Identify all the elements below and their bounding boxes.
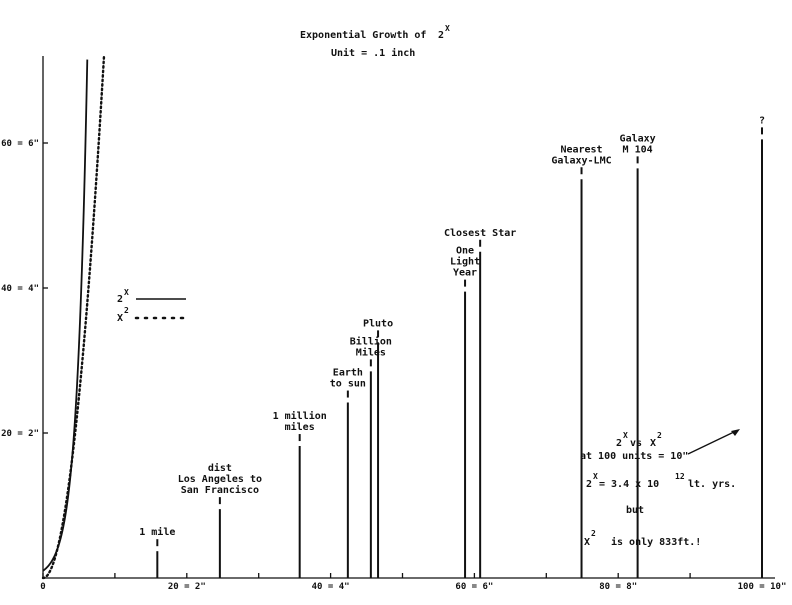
curve-x-squared — [41, 55, 106, 580]
vs-exp-2: 2 — [657, 431, 662, 440]
milestone-8-label-0: Nearest — [560, 144, 602, 155]
legend-2x-base: 2 — [117, 294, 123, 305]
x-tick-label-0: 0 — [40, 582, 45, 592]
vs-exp-1: X — [623, 431, 628, 440]
result-mid: = 3.4 x 10 — [599, 479, 659, 490]
milestone-1-label-1: Los Angeles to — [178, 474, 262, 485]
milestone-5-label-0: Pluto — [363, 318, 393, 329]
vs-line-2: at 100 units = 10" — [580, 450, 688, 462]
chart-title-base: 2 — [438, 30, 444, 41]
legend: 2 X X 2 — [117, 288, 190, 324]
x-tick-label-5: 100 = 10" — [738, 582, 787, 592]
y-tick-label-0: 20 = 2" — [1, 429, 39, 439]
milestone-8-label-1: Galaxy-LMC — [551, 155, 611, 166]
legend-x2-exponent: 2 — [124, 306, 129, 315]
y-tick-label-1: 40 = 4" — [1, 284, 39, 294]
legend-2x-exponent: X — [124, 288, 129, 297]
milestone-2-label-0: 1 million — [273, 410, 327, 422]
milestone-9-label-0: Galaxy — [620, 133, 656, 144]
curves — [41, 55, 106, 580]
milestone-4-label-0: Billion — [350, 335, 392, 347]
chart-title: Exponential Growth of — [300, 29, 426, 41]
chart-title-exponent: X — [445, 24, 450, 33]
chart-subtitle: Unit = .1 inch — [331, 47, 415, 59]
milestone-7-label-0: Closest Star — [444, 228, 516, 239]
result-exponent-2: 12 — [675, 472, 685, 481]
vs-mid: vs — [630, 438, 642, 449]
x-tick-label-2: 40 = 4" — [312, 582, 350, 592]
milestone-6-label-1: Light — [450, 256, 480, 268]
arrow-head-icon — [731, 429, 740, 436]
curve-2-pow-x — [42, 59, 89, 572]
milestone-0-label-0: 1 mile — [139, 526, 175, 538]
milestone-3-label-1: to sun — [330, 379, 366, 390]
milestone-10-label-0: ? — [759, 115, 765, 126]
but-text: but — [626, 505, 644, 516]
milestone-6-label-2: Year — [453, 268, 477, 279]
x-tick-label-1: 20 = 2" — [168, 582, 206, 592]
comparison-annotation: 2 X vs X 2 at 100 units = 10" 2 X = 3.4 … — [580, 429, 740, 548]
result-post: lt. yrs. — [688, 479, 736, 490]
x-tick-label-4: 80 = 8" — [599, 582, 637, 592]
legend-x2-base: X — [117, 313, 123, 324]
only-exponent: 2 — [591, 529, 596, 538]
milestone-2-label-1: miles — [285, 421, 315, 433]
x-axis-ticks: 0 20 = 2" 40 = 4" 60 = 6" 80 = 8" 100 = 10" — [40, 573, 786, 592]
x-tick-label-3: 60 = 6" — [455, 582, 493, 592]
only-text: is only 833ft.! — [611, 536, 701, 548]
milestone-6-label-0: One — [456, 246, 474, 257]
arrow-line — [687, 430, 737, 455]
y-tick-label-2: 60 = 6" — [1, 139, 39, 149]
axes — [42, 56, 775, 579]
milestone-3-label-0: Earth — [333, 368, 363, 379]
chart-title-group: Exponential Growth of 2 X Unit = .1 inch — [300, 24, 450, 59]
milestone-1-label-2: San Francisco — [181, 484, 259, 496]
milestone-9-label-1: M 104 — [623, 144, 653, 155]
milestone-1-label-0: dist — [208, 462, 232, 474]
y-axis-ticks: 20 = 2" 40 = 4" 60 = 6" — [1, 139, 48, 439]
vs-base-2: X — [650, 438, 656, 449]
result-base: 2 — [586, 479, 592, 490]
result-exponent: X — [593, 472, 598, 481]
vs-base-1: 2 — [616, 438, 622, 449]
only-base: X — [584, 537, 590, 548]
milestone-4-label-1: Miles — [356, 346, 386, 358]
